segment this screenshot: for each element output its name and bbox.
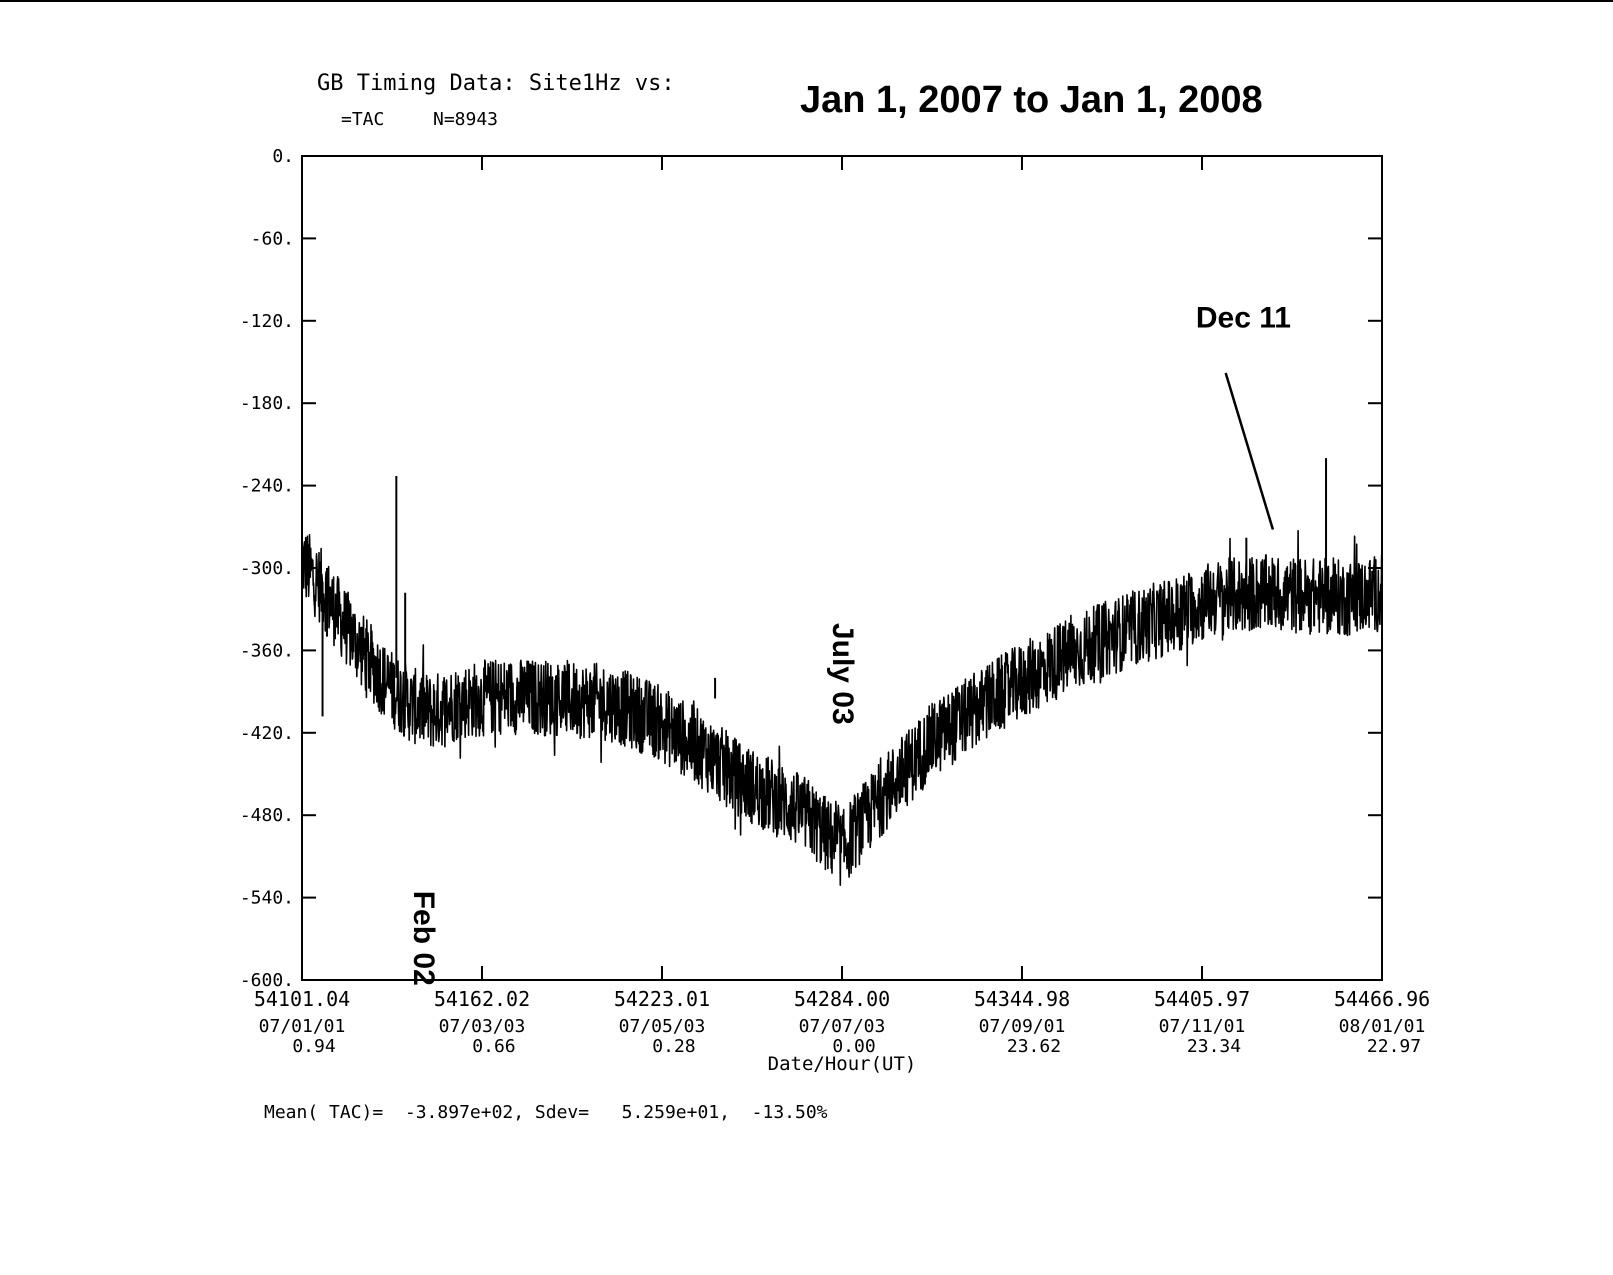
data-series-line [301,529,1383,886]
y-tick-label: -600. [240,970,294,991]
x-tick-label-date: 07/03/03 [439,1016,526,1037]
x-tick-label-hour: 0.66 [472,1036,515,1057]
x-tick-label-hour: 22.97 [1367,1036,1421,1057]
y-tick-label: -300. [240,558,294,579]
footer-stats: Mean( TAC)= -3.897e+02, Sdev= 5.259e+01,… [264,1102,828,1123]
top-border [0,0,1613,2]
x-tick-label-mjd: 54101.04 [254,987,350,1011]
x-tick-label-date: 07/11/01 [1159,1016,1246,1037]
x-tick-label-hour: 23.34 [1187,1036,1241,1057]
x-tick-label-hour: 0.00 [832,1036,875,1057]
y-axis: 0. -60. -120. -180. -240. -300. -360. -420. -480… [240,146,1382,991]
x-tick-label-mjd: 54162.02 [434,987,530,1011]
y-tick-label: 0. [272,146,294,167]
y-tick-label: -480. [240,805,294,826]
x-tick-label-date: 07/09/01 [979,1016,1066,1037]
plot-area [301,458,1383,886]
x-tick-label-mjd: 54405.97 [1154,987,1250,1011]
annotation-label: July 03 [826,623,859,725]
annotation-label: Feb 02 [407,891,440,986]
x-tick-label-date: 07/05/03 [619,1016,706,1037]
y-tick-label: -540. [240,888,294,909]
y-tick-label: -60. [251,228,294,249]
y-tick-label: -240. [240,476,294,497]
x-tick-label-hour: 23.62 [1007,1036,1061,1057]
x-axis-label: Date/Hour(UT) [768,1053,917,1075]
x-tick-label-mjd: 54344.98 [974,987,1070,1011]
x-tick-label-date: 07/01/01 [259,1016,346,1037]
date-range-title: Jan 1, 2007 to Jan 1, 2008 [800,79,1263,121]
x-tick-label-date: 08/01/01 [1339,1016,1426,1037]
x-tick-label-mjd: 54466.96 [1334,987,1430,1011]
x-tick-label-mjd: 54284.00 [794,987,890,1011]
y-tick-label: -120. [240,311,294,332]
y-tick-label: -180. [240,393,294,414]
x-tick-label-hour: 0.28 [652,1036,695,1057]
y-tick-label: -420. [240,723,294,744]
annotation-leader-line [1224,372,1275,530]
series-label: =TAC [341,109,384,130]
x-tick-label-date: 07/07/03 [799,1016,886,1037]
x-tick-label-hour: 0.94 [292,1036,335,1057]
annotation-label: Dec 11 [1196,302,1291,335]
chart-title: GB Timing Data: Site1Hz vs: [317,71,675,96]
sample-count: N=8943 [433,109,498,130]
y-tick-label: -360. [240,640,294,661]
annotations: Feb 02 July 03 Dec 11 [407,302,1291,986]
x-axis: 54101.04 07/01/010.94 54162.02 07/03/030.66… [254,156,1430,1057]
x-tick-label-mjd: 54223.01 [614,987,710,1011]
